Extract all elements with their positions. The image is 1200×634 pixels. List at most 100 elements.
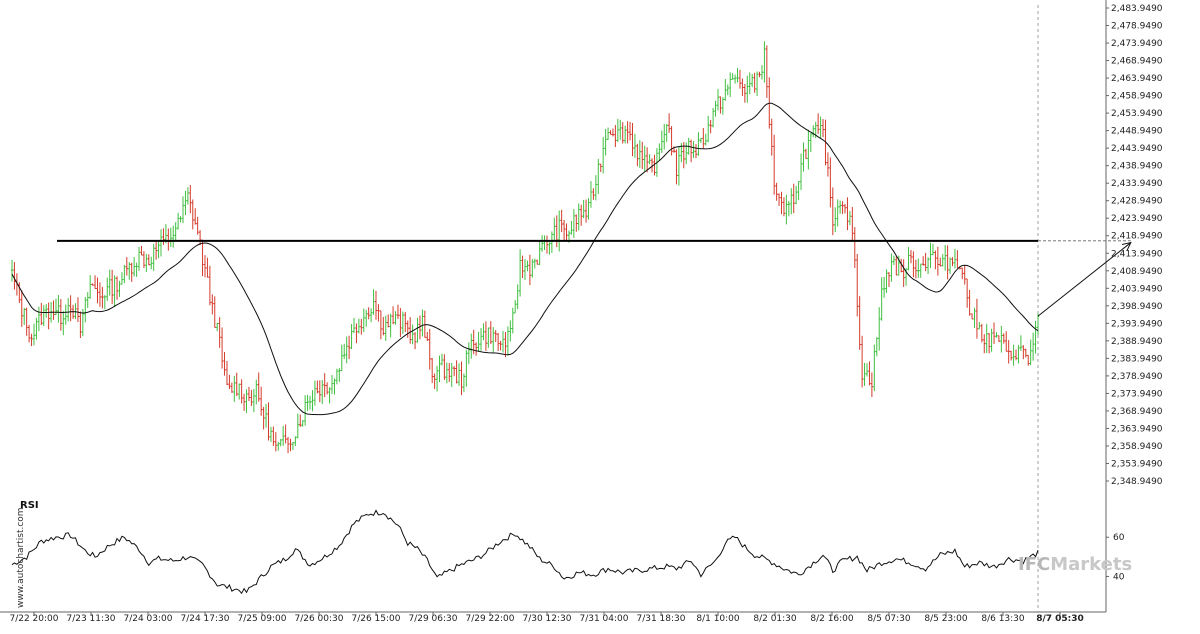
rsi-tick-label: 60 (1113, 533, 1125, 543)
candle (79, 311, 82, 338)
candle (86, 292, 89, 308)
candle (870, 372, 874, 398)
candle (819, 116, 822, 139)
candle (626, 121, 629, 144)
y-tick-label: 2,423.9490 (1111, 214, 1163, 224)
candle (96, 277, 99, 304)
candle (10, 259, 14, 282)
candle (755, 71, 759, 97)
candle (729, 72, 732, 97)
candle (357, 318, 361, 334)
candle (579, 204, 583, 226)
y-tick-label: 2,413.9490 (1111, 249, 1163, 259)
candle (689, 139, 693, 163)
candle (875, 337, 878, 357)
candle (1014, 349, 1018, 361)
candle (772, 134, 776, 195)
candle (345, 336, 348, 364)
candle (750, 74, 754, 87)
candle (851, 206, 854, 241)
candle (973, 307, 976, 328)
candle (264, 404, 268, 428)
candle (545, 235, 549, 254)
candle (47, 302, 50, 330)
candle (746, 75, 749, 103)
candle (948, 257, 952, 274)
candle (1022, 345, 1025, 360)
candle (978, 322, 981, 330)
x-tick-label: 8/5 23:00 (924, 614, 968, 624)
candle (103, 295, 107, 310)
candle (340, 344, 343, 372)
y-tick-label: 2,383.9490 (1111, 354, 1163, 364)
candle (562, 219, 566, 241)
candle (521, 255, 524, 278)
candle (606, 127, 610, 140)
candle (846, 197, 849, 231)
candle (391, 306, 395, 325)
candle (565, 223, 568, 241)
candle (84, 297, 87, 323)
x-tick-label: 8/1 10:00 (696, 614, 740, 624)
candle (52, 300, 55, 320)
candle (154, 240, 158, 260)
candle (748, 72, 751, 95)
candle (452, 366, 456, 377)
candle (240, 379, 243, 404)
candle (198, 230, 202, 246)
candle (548, 242, 551, 255)
candle (636, 143, 639, 167)
candle (299, 414, 302, 427)
candle (736, 67, 739, 83)
candle (25, 307, 28, 336)
candle (235, 372, 238, 397)
candle (140, 245, 143, 256)
candle (450, 362, 453, 388)
candle (372, 289, 375, 315)
candle (939, 257, 942, 267)
candle (841, 201, 844, 214)
candle (853, 227, 856, 268)
candle (76, 297, 80, 323)
candle (91, 283, 94, 286)
candle (142, 251, 146, 268)
candlestick-series (10, 41, 1040, 454)
candle (716, 88, 720, 111)
candle (721, 97, 725, 115)
candle (323, 373, 326, 398)
candle (343, 343, 346, 360)
x-tick-label: 7/22 20:00 (9, 614, 58, 624)
candle (118, 280, 121, 297)
candle (132, 256, 136, 277)
candle (582, 199, 585, 219)
candle (863, 362, 866, 386)
candle (1009, 350, 1013, 361)
x-tick-label: 7/23 11:30 (66, 614, 115, 624)
brand-logo-watermark: IFCMarkets (1018, 554, 1132, 575)
candle (394, 311, 397, 325)
candle (936, 246, 940, 276)
candle (641, 141, 644, 169)
candle (186, 187, 190, 205)
candle (648, 154, 651, 165)
candle (457, 363, 461, 386)
candle (301, 420, 304, 427)
candle (902, 259, 905, 287)
candle (809, 133, 813, 153)
candle (909, 249, 913, 264)
candle (108, 269, 111, 296)
candle (885, 269, 888, 293)
candle (758, 71, 761, 78)
candle (191, 199, 194, 230)
x-axis-ticks: 7/22 20:00 7/23 11:30 7/24 03:00 7/24 17:30… (9, 612, 1084, 624)
x-tick-label: 7/31 04:00 (579, 614, 628, 624)
candle (506, 326, 510, 356)
candle (355, 323, 358, 344)
candle (330, 375, 334, 395)
candle (965, 278, 969, 308)
candle (174, 222, 177, 242)
y-tick-label: 2,353.9490 (1111, 459, 1163, 469)
candle (176, 212, 180, 230)
candle (113, 275, 116, 307)
